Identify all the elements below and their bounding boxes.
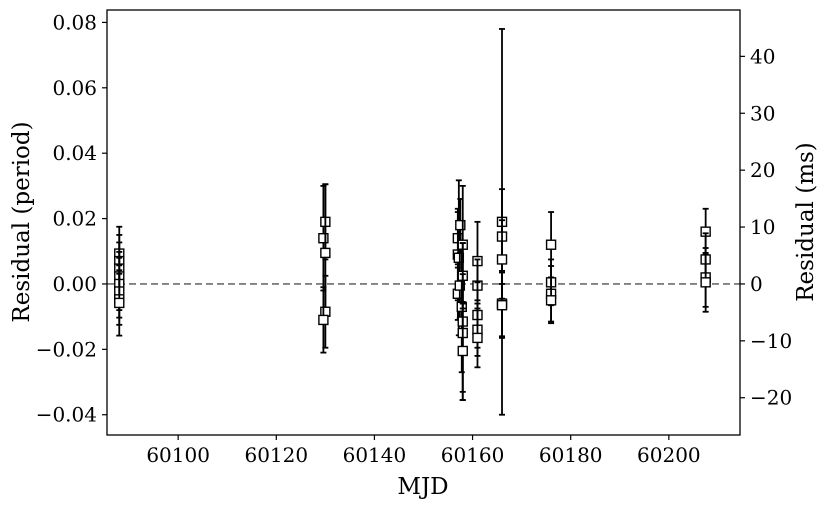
y-axis-left: −0.04 −0.02 0.00 0.02 0.04 0.06 0.08 — [36, 10, 107, 427]
x-tick-label: 60180 — [539, 443, 603, 467]
data-point — [472, 307, 483, 369]
data-marker — [545, 239, 557, 250]
data-marker — [457, 345, 468, 357]
x-tick-label: 60200 — [637, 443, 701, 467]
x-tick-label: 60120 — [244, 443, 308, 467]
y-right-tick-label: 0 — [750, 272, 763, 296]
data-marker — [320, 247, 331, 259]
y-right-tick-label: −20 — [750, 386, 792, 410]
y-tick-label: 0.00 — [52, 272, 97, 296]
data-marker — [114, 297, 125, 309]
y-right-tick-label: −10 — [750, 329, 792, 353]
y-right-tick-label: 40 — [750, 44, 775, 68]
data-marker — [318, 314, 329, 326]
data-marker — [545, 295, 557, 306]
data-marker — [496, 254, 508, 265]
data-point — [457, 301, 468, 401]
data-point — [545, 276, 557, 325]
y-axis-title-left: Residual (period) — [9, 121, 35, 322]
x-axis-title: MJD — [397, 474, 448, 500]
y-tick-label: 0.04 — [52, 141, 97, 165]
y-right-tick-label: 30 — [750, 101, 775, 125]
x-tick-label: 60160 — [441, 443, 505, 467]
data-marker — [700, 277, 711, 288]
data-marker — [472, 332, 483, 344]
y-right-tick-label: 20 — [750, 158, 775, 182]
y-tick-label: −0.02 — [36, 337, 97, 361]
y-axis-right: −20 −10 0 10 20 30 40 — [740, 44, 792, 410]
data-point — [700, 252, 711, 313]
y-tick-label: 0.08 — [52, 10, 97, 34]
y-tick-label: 0.06 — [52, 76, 97, 100]
data-marker — [454, 280, 466, 291]
data-marker — [318, 232, 329, 244]
x-tick-label: 60100 — [146, 443, 210, 467]
data-point — [496, 271, 508, 339]
data-point — [114, 269, 125, 337]
y-right-tick-label: 10 — [750, 215, 775, 239]
data-marker — [496, 300, 508, 311]
y-tick-label: 0.02 — [52, 207, 97, 231]
plot-area — [107, 28, 740, 416]
data-point — [318, 184, 329, 292]
plot-frame — [106, 9, 741, 436]
data-marker — [455, 219, 466, 231]
y-axis-title-right: Residual (ms) — [793, 142, 819, 302]
x-axis: 60100 60120 60140 60160 60180 60200 — [146, 435, 701, 467]
data-point — [318, 286, 329, 354]
x-tick-label: 60140 — [343, 443, 407, 467]
y-tick-label: −0.04 — [36, 403, 97, 427]
